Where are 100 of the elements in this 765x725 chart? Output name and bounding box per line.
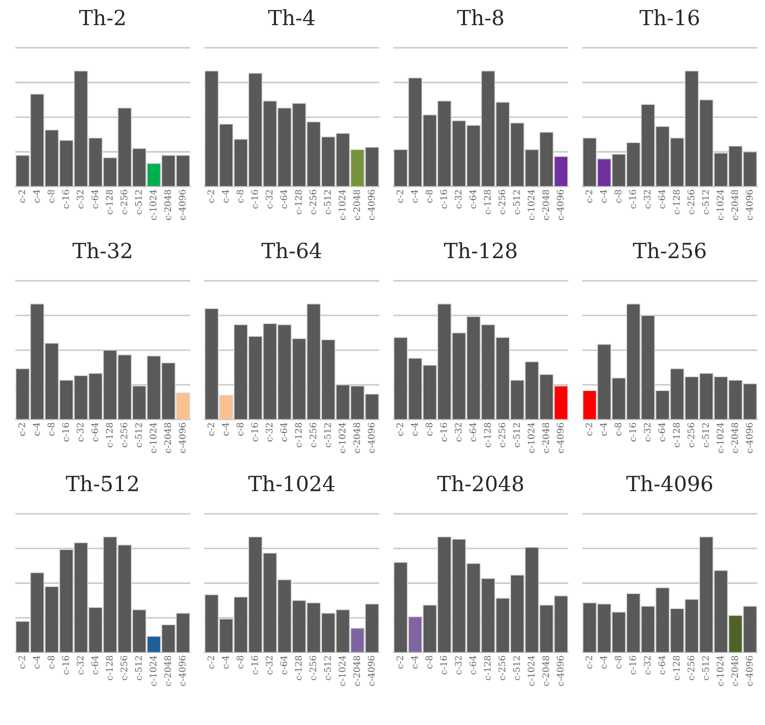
x-tick-label: c-16 bbox=[62, 656, 69, 674]
x-tick-label: c-32 bbox=[454, 423, 462, 442]
x-tick-label: c-2 bbox=[207, 656, 214, 669]
x-tick-label: c-2048 bbox=[164, 656, 172, 686]
x-tick-label: c-2 bbox=[585, 190, 592, 203]
x-tick-label: c-4 bbox=[410, 422, 418, 436]
x-tick-label: c-1024 bbox=[338, 656, 346, 686]
x-tick-label: c-256 bbox=[120, 656, 128, 680]
x-tick-label: c-2048 bbox=[164, 190, 172, 220]
x-tick-label: c-8 bbox=[236, 422, 244, 436]
x-tick-label: c-4 bbox=[32, 656, 40, 669]
x-tick-label: c-64 bbox=[280, 190, 288, 208]
x-tick-label: c-32 bbox=[266, 656, 273, 674]
x-tick-label: c-2048 bbox=[731, 190, 738, 220]
x-tick-label: c-64 bbox=[280, 656, 288, 674]
x-tick-label: c-256 bbox=[309, 656, 316, 680]
x-tick-label: c-2048 bbox=[353, 656, 360, 686]
x-tick-label: c-128 bbox=[294, 656, 302, 680]
x-tick-label: c-1024 bbox=[716, 422, 724, 453]
x-tick-label: c-2 bbox=[396, 423, 404, 436]
x-tick-label: c-2048 bbox=[353, 190, 360, 220]
x-tick-label: c-2048 bbox=[731, 422, 738, 453]
x-tick-label: c-2 bbox=[207, 423, 214, 436]
x-tick-label: c-512 bbox=[324, 423, 331, 448]
chart-title: Th-256 bbox=[632, 242, 706, 258]
x-tick-label: c-128 bbox=[484, 422, 491, 448]
x-tick-label: c-512 bbox=[702, 190, 709, 214]
x-tick-label: c-4096 bbox=[556, 422, 564, 453]
x-tick-label: c-16 bbox=[251, 422, 258, 442]
x-tick-label: c-8 bbox=[48, 422, 54, 436]
chart-title: Th-4096 bbox=[626, 475, 712, 492]
x-tick-label: c-128 bbox=[106, 656, 113, 680]
x-tick-label: c-512 bbox=[702, 423, 709, 448]
x-tick-label: c-32 bbox=[454, 190, 462, 208]
x-tick-label: c-1024 bbox=[528, 422, 534, 453]
x-tick-label: c-8 bbox=[48, 190, 54, 203]
x-tick-label: c-2 bbox=[396, 190, 404, 203]
x-tick-label: c-4 bbox=[32, 422, 40, 436]
x-tick-label: c-4096 bbox=[746, 190, 753, 220]
x-tick-label: c-128 bbox=[484, 190, 491, 214]
x-tick-label: c-512 bbox=[513, 656, 520, 680]
x-tick-label: c-8 bbox=[236, 190, 244, 203]
x-tick-label: c-256 bbox=[498, 656, 506, 680]
x-tick-label: c-1024 bbox=[150, 190, 156, 220]
chart-title: Th-8 bbox=[457, 9, 504, 26]
chart-title: Th-1024 bbox=[248, 475, 334, 492]
x-tick-label: c-1024 bbox=[150, 656, 156, 686]
x-tick-label: c-128 bbox=[672, 190, 680, 214]
x-tick-label: c-256 bbox=[498, 422, 506, 448]
x-tick-label: c-64 bbox=[658, 656, 666, 674]
x-tick-label: c-256 bbox=[498, 190, 506, 214]
x-tick-label: c-32 bbox=[266, 423, 273, 442]
x-tick-label: c-4096 bbox=[178, 190, 186, 220]
x-tick-label: c-32 bbox=[266, 190, 273, 208]
x-tick-label: c-4096 bbox=[178, 656, 186, 686]
x-tick-label: c-2 bbox=[18, 656, 26, 669]
x-tick-label: c-512 bbox=[324, 656, 331, 680]
chart-title: Th-512 bbox=[66, 475, 138, 492]
x-tick-label: c-128 bbox=[294, 422, 302, 448]
x-tick-label: c-128 bbox=[106, 422, 113, 448]
x-tick-label: c-4 bbox=[222, 422, 229, 436]
x-tick-label: c-8 bbox=[426, 422, 432, 436]
chart-title: Th-16 bbox=[640, 9, 699, 26]
x-tick-label: c-2048 bbox=[542, 656, 550, 686]
x-tick-label: c-16 bbox=[251, 656, 258, 674]
x-tick-label: c-1024 bbox=[338, 422, 346, 453]
x-tick-label: c-64 bbox=[658, 422, 666, 442]
x-tick-label: c-16 bbox=[440, 190, 447, 208]
x-tick-label: c-8 bbox=[614, 422, 622, 436]
x-tick-label: c-256 bbox=[120, 190, 128, 214]
x-tick-label: c-2 bbox=[18, 190, 26, 203]
x-tick-label: c-4096 bbox=[556, 656, 564, 686]
x-tick-label: c-1024 bbox=[528, 190, 534, 220]
x-tick-label: c-512 bbox=[324, 190, 331, 214]
x-tick-label: c-64 bbox=[469, 422, 476, 442]
x-tick-label: c-1024 bbox=[716, 656, 724, 686]
x-tick-label: c-32 bbox=[76, 190, 84, 208]
x-tick-label: c-2 bbox=[585, 656, 592, 669]
x-tick-label: c-16 bbox=[62, 190, 69, 208]
x-tick-label: c-16 bbox=[440, 422, 447, 442]
chart-title: Th-2 bbox=[79, 9, 125, 26]
x-tick-label: c-8 bbox=[48, 656, 54, 669]
x-tick-label: c-256 bbox=[688, 656, 694, 680]
x-tick-label: c-16 bbox=[629, 422, 636, 442]
x-tick-label: c-4096 bbox=[556, 190, 564, 220]
x-tick-label: c-4096 bbox=[368, 190, 375, 220]
x-tick-label: c-512 bbox=[513, 190, 520, 214]
x-tick-label: c-256 bbox=[688, 190, 694, 214]
x-tick-label: c-512 bbox=[702, 656, 709, 680]
x-tick-label: c-64 bbox=[658, 190, 666, 208]
x-tick-label: c-4 bbox=[32, 190, 40, 203]
x-tick-label: c-64 bbox=[469, 190, 476, 208]
x-tick-label: c-128 bbox=[484, 656, 491, 680]
x-tick-label: c-8 bbox=[426, 190, 432, 203]
x-tick-label: c-128 bbox=[672, 656, 680, 680]
x-tick-label: c-512 bbox=[513, 423, 520, 448]
x-tick-label: c-64 bbox=[91, 422, 98, 442]
x-tick-label: c-1024 bbox=[528, 656, 534, 686]
x-tick-label: c-128 bbox=[294, 190, 302, 214]
x-tick-label: c-256 bbox=[688, 422, 694, 448]
